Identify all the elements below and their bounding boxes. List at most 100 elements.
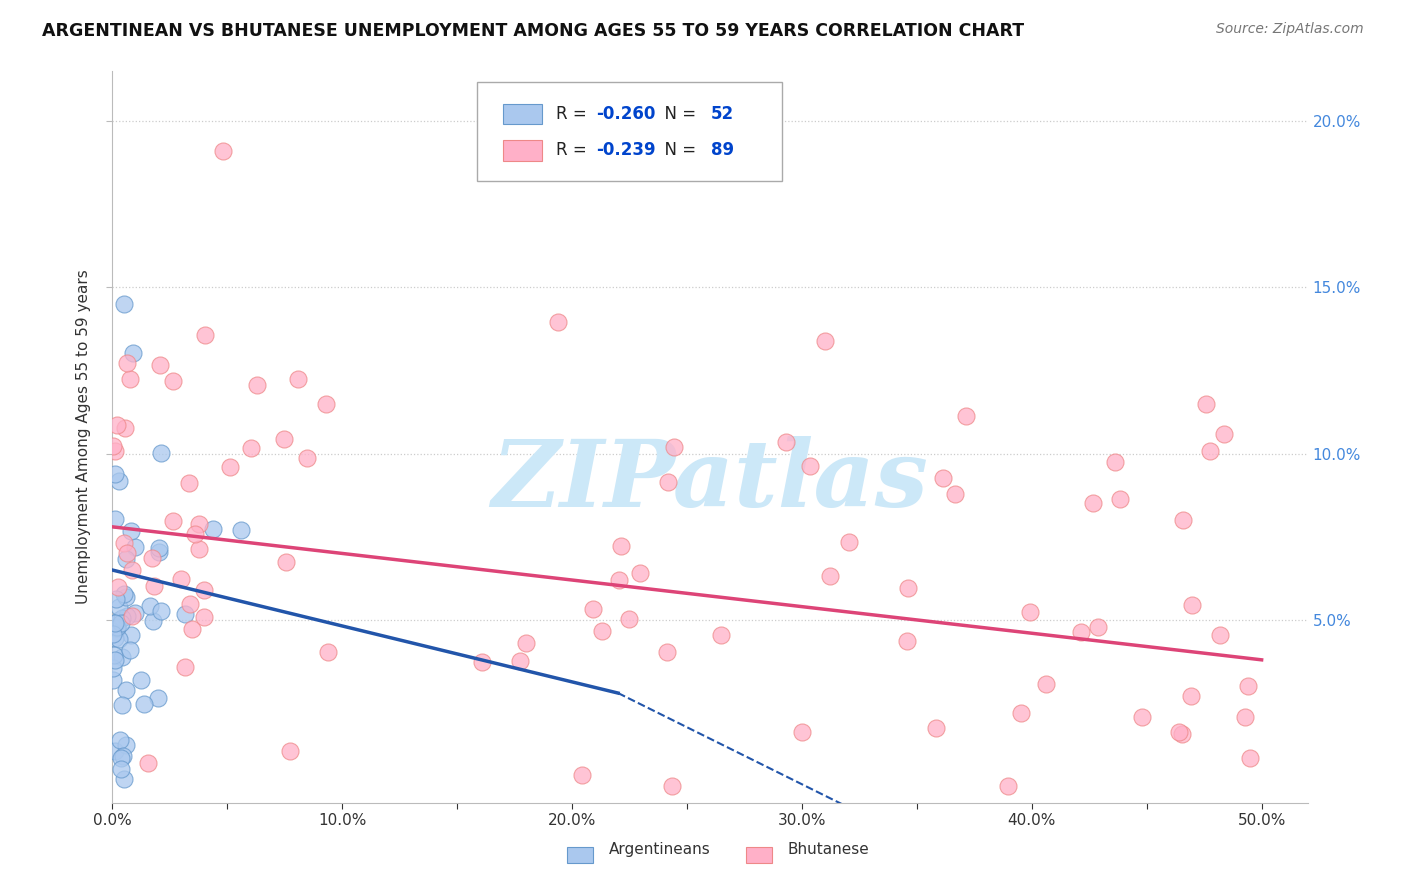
Point bbox=[547, 315, 569, 329]
Point bbox=[775, 435, 797, 450]
Point bbox=[121, 563, 143, 577]
Point bbox=[108, 599, 131, 614]
Point bbox=[146, 690, 169, 705]
Point bbox=[278, 744, 301, 758]
Point bbox=[1087, 620, 1109, 634]
Point bbox=[193, 583, 215, 598]
Point bbox=[108, 632, 131, 646]
Point bbox=[710, 628, 733, 642]
Point bbox=[105, 417, 128, 432]
Point bbox=[122, 346, 145, 360]
Point bbox=[239, 441, 262, 455]
Point bbox=[124, 607, 146, 621]
Point bbox=[115, 682, 138, 697]
Point bbox=[276, 555, 298, 569]
Point bbox=[149, 445, 172, 459]
Text: N =: N = bbox=[654, 141, 702, 160]
Text: R =: R = bbox=[555, 104, 592, 123]
Point bbox=[174, 607, 197, 622]
Point bbox=[104, 592, 127, 607]
Point bbox=[943, 487, 966, 501]
Point bbox=[997, 779, 1019, 793]
Point bbox=[111, 650, 134, 665]
Point bbox=[1108, 491, 1130, 506]
Point bbox=[187, 516, 209, 531]
Point bbox=[112, 748, 135, 763]
Point bbox=[471, 655, 494, 669]
Point bbox=[955, 409, 977, 423]
Point bbox=[112, 536, 135, 550]
Point bbox=[142, 614, 165, 628]
Point bbox=[124, 540, 146, 554]
Point bbox=[1167, 724, 1189, 739]
Point bbox=[132, 697, 155, 711]
Point bbox=[108, 613, 131, 627]
Point bbox=[838, 535, 860, 549]
Point bbox=[139, 599, 162, 614]
Point bbox=[1104, 455, 1126, 469]
Point bbox=[112, 772, 135, 786]
Point bbox=[108, 733, 131, 747]
Point bbox=[114, 421, 136, 435]
Point bbox=[105, 620, 128, 634]
Point bbox=[316, 645, 339, 659]
Point bbox=[104, 631, 127, 645]
Point bbox=[115, 356, 138, 370]
Point bbox=[110, 615, 132, 630]
Point bbox=[115, 546, 138, 560]
Point bbox=[591, 624, 613, 638]
Text: N =: N = bbox=[654, 104, 702, 123]
Text: Argentineans: Argentineans bbox=[609, 842, 710, 857]
Point bbox=[607, 573, 630, 587]
Point bbox=[101, 661, 124, 675]
Point bbox=[184, 526, 207, 541]
Point bbox=[1199, 444, 1222, 458]
Point bbox=[103, 627, 125, 641]
Point bbox=[104, 512, 127, 526]
Point bbox=[108, 475, 131, 489]
Point bbox=[112, 297, 135, 311]
Point bbox=[179, 597, 201, 611]
Point bbox=[107, 580, 129, 594]
FancyBboxPatch shape bbox=[567, 847, 593, 863]
Point bbox=[104, 653, 127, 667]
Point bbox=[105, 621, 128, 635]
Point bbox=[1239, 751, 1261, 765]
Point bbox=[1181, 598, 1204, 612]
Point bbox=[896, 634, 918, 648]
Point bbox=[315, 397, 337, 411]
Point bbox=[141, 550, 163, 565]
Point bbox=[115, 738, 138, 752]
Point bbox=[120, 628, 142, 642]
Point bbox=[173, 660, 195, 674]
Point bbox=[1130, 709, 1153, 723]
Point bbox=[897, 581, 920, 595]
Point bbox=[211, 144, 233, 158]
Point bbox=[515, 636, 537, 650]
Text: 52: 52 bbox=[711, 104, 734, 123]
Point bbox=[103, 673, 125, 687]
Point bbox=[103, 648, 125, 662]
Point bbox=[1081, 496, 1104, 510]
Point bbox=[104, 443, 127, 458]
Point bbox=[1070, 624, 1092, 639]
Point bbox=[1018, 605, 1040, 619]
Point bbox=[273, 432, 295, 446]
Point bbox=[218, 459, 240, 474]
Text: Source: ZipAtlas.com: Source: ZipAtlas.com bbox=[1216, 22, 1364, 37]
Point bbox=[194, 328, 217, 343]
Point bbox=[814, 334, 837, 348]
Point bbox=[655, 644, 678, 658]
Point bbox=[1171, 726, 1194, 740]
Point bbox=[150, 604, 173, 618]
Point bbox=[177, 476, 200, 491]
Point bbox=[181, 622, 204, 636]
Point bbox=[148, 545, 170, 559]
Y-axis label: Unemployment Among Ages 55 to 59 years: Unemployment Among Ages 55 to 59 years bbox=[76, 269, 91, 605]
Point bbox=[1209, 628, 1232, 642]
Point bbox=[148, 541, 170, 555]
Text: Bhutanese: Bhutanese bbox=[787, 842, 869, 857]
Point bbox=[664, 440, 686, 454]
Point bbox=[112, 587, 135, 601]
Point bbox=[103, 621, 125, 635]
